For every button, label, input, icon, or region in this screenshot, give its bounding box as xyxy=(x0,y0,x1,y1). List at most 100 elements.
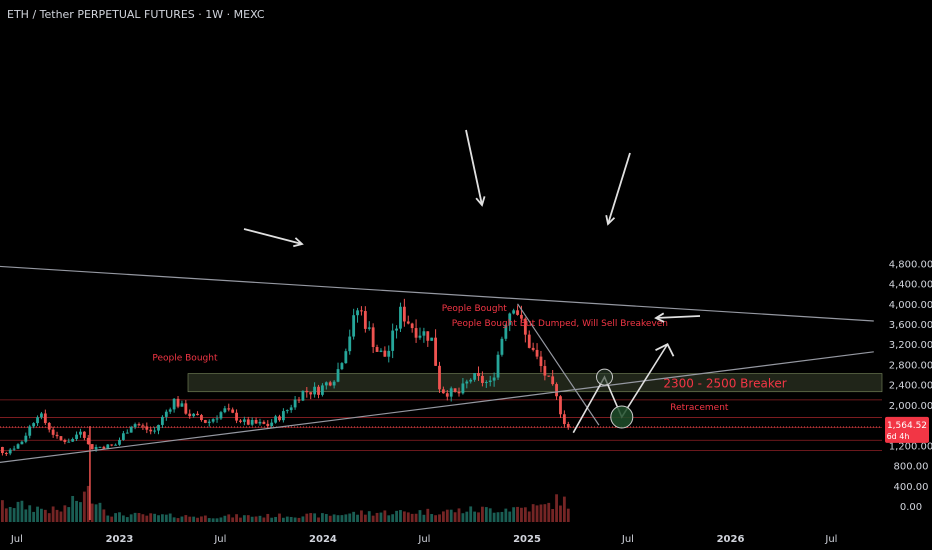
candle-body-29 xyxy=(94,447,98,450)
x-tick-label-0: Jul xyxy=(10,534,23,545)
candle-body-137 xyxy=(516,310,519,315)
candle-body-105 xyxy=(391,330,395,351)
candle-body-11 xyxy=(24,435,28,442)
candle-body-26 xyxy=(82,431,86,438)
y-tick-label-2: 800.00 xyxy=(894,462,929,473)
candle-body-86 xyxy=(317,386,320,395)
volume-bar-76 xyxy=(278,513,281,522)
candle-body-43 xyxy=(149,429,153,432)
candle-body-48 xyxy=(168,409,172,412)
volume-bar-91 xyxy=(336,515,340,522)
candle-body-83 xyxy=(305,390,309,393)
volume-bar-138 xyxy=(520,507,523,522)
volume-bar-51 xyxy=(180,516,184,522)
candle-body-57 xyxy=(203,420,207,423)
volume-bar-94 xyxy=(348,513,352,522)
volume-bar-109 xyxy=(406,512,410,522)
y-tick-label-1: 400.00 xyxy=(894,482,929,493)
candle-body-95 xyxy=(352,315,356,337)
volume-bar-31 xyxy=(102,509,106,522)
annotation-text-3: Retracement xyxy=(670,403,729,413)
candle-body-149 xyxy=(562,414,566,425)
candle-body-96 xyxy=(356,310,359,316)
annotation-arrowhead-3 xyxy=(654,312,665,323)
candle-body-140 xyxy=(527,334,531,348)
volume-bar-113 xyxy=(422,514,426,522)
candle-body-23 xyxy=(71,439,75,442)
volume-bar-121 xyxy=(453,512,457,522)
volume-bar-29 xyxy=(94,504,98,522)
candle-body-136 xyxy=(512,310,516,314)
candle-body-84 xyxy=(309,392,313,395)
volume-bar-130 xyxy=(488,508,492,522)
volume-bar-147 xyxy=(555,494,558,522)
volume-bar-26 xyxy=(82,491,86,522)
candle-body-60 xyxy=(215,418,219,420)
candle-body-146 xyxy=(551,376,555,385)
candle-body-91 xyxy=(336,369,340,382)
candle-body-148 xyxy=(559,396,562,415)
retracement-circle xyxy=(610,405,634,429)
volume-bar-14 xyxy=(36,506,39,522)
volume-bar-141 xyxy=(531,504,535,522)
candle-body-24 xyxy=(75,434,78,440)
candle-body-108 xyxy=(402,306,406,322)
volume-bar-33 xyxy=(110,516,114,522)
volume-bar-93 xyxy=(344,514,348,522)
volume-bar-117 xyxy=(438,514,441,522)
volume-bar-73 xyxy=(266,513,270,522)
volume-bar-68 xyxy=(246,515,250,522)
volume-bar-16 xyxy=(43,509,47,522)
candle-body-46 xyxy=(161,416,164,425)
candle-body-15 xyxy=(40,413,43,418)
x-tick-label-1: 2023 xyxy=(106,534,134,545)
volume-bar-122 xyxy=(457,508,461,522)
volume-bar-49 xyxy=(172,517,176,522)
volume-bar-115 xyxy=(430,514,434,522)
candle-body-13 xyxy=(32,423,36,427)
volume-bar-100 xyxy=(371,515,375,522)
x-tick-label-7: 2026 xyxy=(717,534,745,545)
volume-bar-10 xyxy=(20,500,24,522)
candle-body-110 xyxy=(410,323,414,329)
candle-body-109 xyxy=(406,321,410,324)
volume-bar-52 xyxy=(184,515,188,522)
volume-bar-42 xyxy=(145,515,149,522)
volume-bar-82 xyxy=(301,516,305,522)
candle-body-106 xyxy=(395,328,398,331)
annotation-arrow-1 xyxy=(465,129,483,206)
annotation-text-1: People Bought xyxy=(442,304,508,314)
candle-body-8 xyxy=(12,448,16,450)
candle-body-35 xyxy=(118,439,121,445)
volume-bar-140 xyxy=(527,511,531,522)
candle-body-53 xyxy=(188,413,192,417)
volume-bar-57 xyxy=(203,515,207,522)
candle-body-147 xyxy=(555,384,558,397)
candle-body-25 xyxy=(79,431,82,435)
candle-body-112 xyxy=(418,335,422,338)
volume-bar-88 xyxy=(324,514,328,522)
candle-body-28 xyxy=(90,444,94,450)
candle-body-138 xyxy=(520,314,523,319)
volume-bar-39 xyxy=(133,512,137,522)
candle-body-41 xyxy=(141,425,145,427)
candle-body-18 xyxy=(51,429,55,435)
annotation-arrowhead-0 xyxy=(293,237,304,248)
volume-bar-136 xyxy=(512,507,516,522)
volume-bar-55 xyxy=(196,517,199,522)
volume-bar-135 xyxy=(508,511,512,522)
candle-body-45 xyxy=(157,424,160,431)
candle-body-31 xyxy=(102,446,106,449)
candle-body-76 xyxy=(278,416,281,421)
volume-bar-71 xyxy=(258,515,262,522)
volume-bar-75 xyxy=(274,516,277,522)
candle-body-107 xyxy=(399,306,402,329)
volume-bar-21 xyxy=(63,505,67,522)
volume-bar-5 xyxy=(1,500,4,522)
candle-body-133 xyxy=(500,338,504,355)
candle-body-9 xyxy=(16,444,20,449)
candle-body-141 xyxy=(531,347,535,350)
candle-body-12 xyxy=(28,426,32,436)
candle-body-97 xyxy=(360,310,363,312)
